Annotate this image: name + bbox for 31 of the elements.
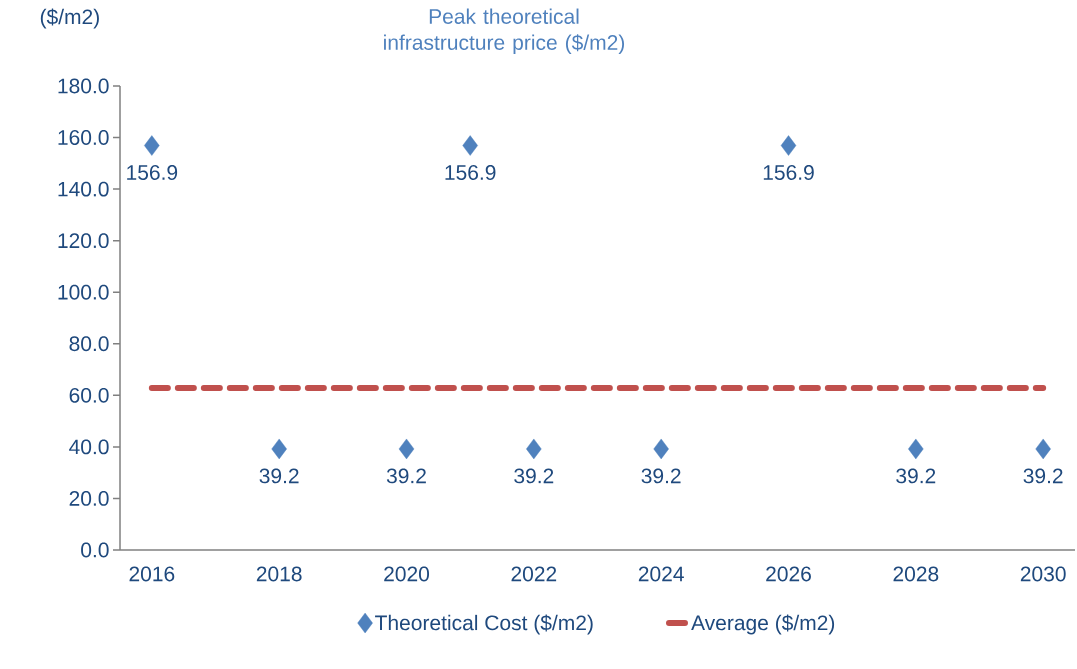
data-label: 39.2 [896,468,936,484]
y-tick-label: 80.0 [69,336,109,352]
data-label: 39.2 [259,468,299,484]
data-label: 39.2 [514,468,554,484]
data-label: 39.2 [641,468,681,484]
y-tick-label: 180.0 [58,78,109,94]
y-tick-label: 160.0 [58,130,109,145]
x-tick-label: 2018 [256,566,302,582]
legend-label: Theoretical Cost ($/m2) [375,614,593,635]
y-tick-label: 60.0 [69,387,109,403]
data-label: 156.9 [763,165,814,180]
y-tick-label: 140.0 [58,181,109,197]
data-label: 156.9 [127,165,178,180]
x-tick-label: 2022 [511,566,557,582]
x-tick-label: 2020 [384,566,430,582]
y-tick-label: 100.0 [58,284,109,300]
data-label: 39.2 [1023,468,1063,484]
data-label: 39.2 [386,468,426,484]
x-tick-label: 2028 [893,566,939,582]
x-tick-label: 2024 [638,566,684,582]
y-axis-title: ($/m2) [40,8,99,29]
legend-label: Average ($/m2) [691,614,835,635]
y-tick-label: 120.0 [58,233,109,249]
y-tick-label: 0.0 [81,542,109,558]
y-tick-label: 20.0 [69,491,109,506]
chart-title: Peak theoretical infrastructure price ($/m2) [384,8,625,55]
x-tick-label: 2016 [129,566,175,582]
x-tick-label: 2026 [766,566,811,582]
data-label: 156.9 [445,165,496,180]
y-tick-label: 40.0 [69,439,109,455]
x-tick-label: 2030 [1020,566,1066,582]
